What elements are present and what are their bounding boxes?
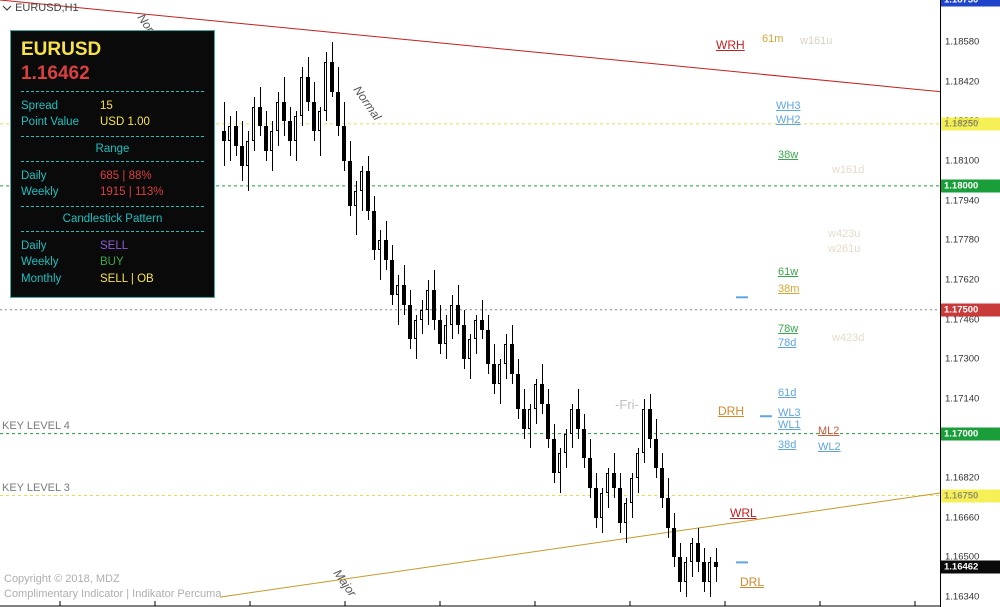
pattern-monthly-value: SELL | OB xyxy=(100,271,154,287)
info-separator xyxy=(21,136,204,137)
chart-annotation: WRH xyxy=(716,38,745,52)
y-tick: 1.17780 xyxy=(945,235,979,246)
chart-annotation: 38m xyxy=(778,283,799,295)
chart-annotation: 61w xyxy=(778,266,798,278)
range-header: Range xyxy=(21,143,204,155)
y-axis: 1.163401.165001.166601.168201.170001.171… xyxy=(940,0,1000,607)
chart-annotation: w423d xyxy=(832,332,864,344)
y-tick: 1.17140 xyxy=(945,393,979,404)
info-separator xyxy=(21,91,204,92)
pv-value: USD 1.00 xyxy=(100,114,150,130)
price-level-box: 1.17000 xyxy=(941,427,1000,440)
pattern-daily-label: Daily xyxy=(21,238,96,254)
chart-annotation: 38w xyxy=(778,149,798,161)
chart-annotation: WRL xyxy=(730,506,757,520)
chart-annotation: 78w xyxy=(778,323,798,335)
copyright-line1: Copyright © 2018, MDZ xyxy=(4,572,221,586)
range-weekly-label: Weekly xyxy=(21,184,96,200)
info-spread-row: Spread 15 xyxy=(21,98,204,114)
range-daily-row: Daily 685 | 88% xyxy=(21,168,204,184)
chart-annotation: w423u xyxy=(828,228,860,240)
key-level-label: KEY LEVEL 3 xyxy=(2,482,70,494)
chart-annotation: WL2 xyxy=(818,441,841,453)
range-weekly-row: Weekly 1915 | 113% xyxy=(21,184,204,200)
price-level-box: 1.18750 xyxy=(941,0,1000,7)
chart-annotation: 38d xyxy=(778,439,796,451)
pv-label: Point Value xyxy=(21,114,96,130)
range-weekly-value: 1915 | 113% xyxy=(100,184,164,200)
range-daily-label: Daily xyxy=(21,168,96,184)
y-tick: 1.18580 xyxy=(945,37,979,48)
chart-ticker: EURUSD,H1 xyxy=(2,2,79,14)
y-tick: 1.16660 xyxy=(945,512,979,523)
y-tick: 1.16820 xyxy=(945,473,979,484)
pattern-monthly-row: Monthly SELL | OB xyxy=(21,271,204,287)
pattern-daily-value: SELL xyxy=(100,238,128,254)
y-tick: 1.18420 xyxy=(945,76,979,87)
chart-annotation: WH2 xyxy=(776,114,800,126)
chart-annotation: w161u xyxy=(800,35,832,47)
price-level-box: 1.16750 xyxy=(941,489,1000,502)
pattern-daily-row: Daily SELL xyxy=(21,238,204,254)
ticker-text: EURUSD,H1 xyxy=(15,2,79,14)
price-level-box: 1.16462 xyxy=(941,560,1000,573)
price-level-box: 1.17500 xyxy=(941,303,1000,316)
pattern-header: Candlestick Pattern xyxy=(21,213,204,225)
copyright-footer: Copyright © 2018, MDZ Complimentary Indi… xyxy=(4,572,221,601)
chart-annotation: WH3 xyxy=(776,100,800,112)
range-daily-value: 685 | 88% xyxy=(100,168,152,184)
chart-annotation: w261u xyxy=(828,243,860,255)
info-panel: EURUSD 1.16462 Spread 15 Point Value USD… xyxy=(10,30,215,298)
info-separator xyxy=(21,206,204,207)
chart-annotation: -Fri- xyxy=(615,397,639,412)
y-tick: 1.17940 xyxy=(945,195,979,206)
key-level-label: KEY LEVEL 4 xyxy=(2,420,70,432)
y-tick: 1.18100 xyxy=(945,156,979,167)
info-separator xyxy=(21,231,204,232)
chart-annotation: w161d xyxy=(832,164,864,176)
pattern-weekly-value: BUY xyxy=(100,254,124,270)
y-tick: 1.16340 xyxy=(945,592,979,603)
spread-value: 15 xyxy=(100,98,113,114)
price-level-box: 1.18250 xyxy=(941,117,1000,130)
chart-annotation: WL1 xyxy=(778,419,801,431)
info-separator xyxy=(21,161,204,162)
info-symbol: EURUSD xyxy=(21,39,204,61)
spread-label: Spread xyxy=(21,98,96,114)
chart-annotation: ML2 xyxy=(818,425,839,437)
chart-annotation: 61d xyxy=(778,387,796,399)
info-price: 1.16462 xyxy=(21,63,204,85)
chevron-down-icon xyxy=(2,3,12,13)
y-tick: 1.17620 xyxy=(945,274,979,285)
chart-annotation: 78d xyxy=(778,337,796,349)
pattern-monthly-label: Monthly xyxy=(21,271,96,287)
y-tick: 1.17300 xyxy=(945,354,979,365)
pattern-weekly-row: Weekly BUY xyxy=(21,254,204,270)
chart-annotation: WL3 xyxy=(778,407,801,419)
pattern-weekly-label: Weekly xyxy=(21,254,96,270)
info-pv-row: Point Value USD 1.00 xyxy=(21,114,204,130)
chart-annotation: DRL xyxy=(740,575,764,589)
price-level-box: 1.18000 xyxy=(941,179,1000,192)
copyright-line2: Complimentary Indicator | Indikator Perc… xyxy=(4,587,221,601)
chart-annotation: DRH xyxy=(718,404,744,418)
chart-annotation: 61m xyxy=(762,33,783,45)
